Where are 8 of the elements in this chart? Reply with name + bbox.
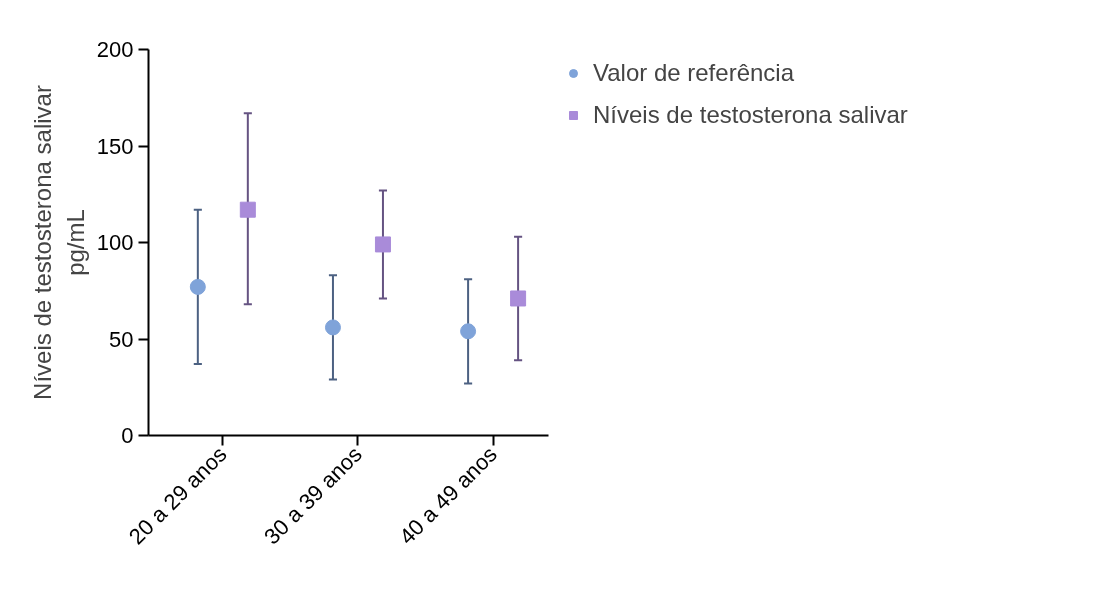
- y-tick-label: 100: [96, 230, 134, 255]
- legend-label: Valor de referência: [593, 59, 794, 87]
- legend-label: Níveis de testosterona salivar: [593, 101, 908, 129]
- y-tick-label: 0: [121, 423, 134, 448]
- y-tick-label: 50: [109, 326, 134, 352]
- y-axis-title: Níveis de testosterona salivar pg/mL: [29, 85, 89, 400]
- y-tick-label: 150: [96, 133, 134, 159]
- y-tick-label: 200: [96, 37, 134, 62]
